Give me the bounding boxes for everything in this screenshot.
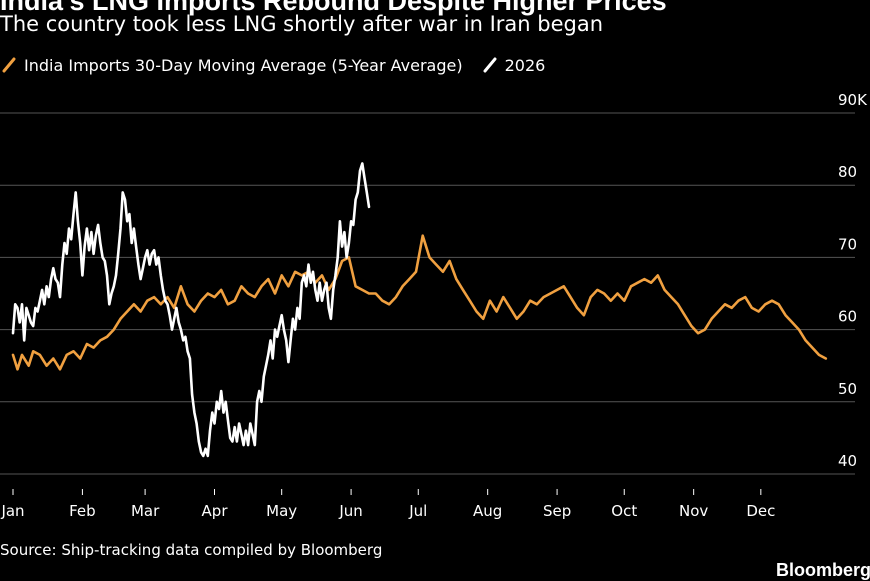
grid-lines xyxy=(0,112,855,475)
x-axis-ticks: Jan Feb Mar Apr May Jun Jul Aug Sep Oct Nov Dec xyxy=(0,489,775,520)
x-tick-label-oct: Oct xyxy=(611,502,637,520)
y-axis-tick-labels: 40 50 60 70 80 90K xyxy=(838,91,868,470)
legend-label-2026: 2026 xyxy=(504,55,546,75)
x-tick-label-jun: Jun xyxy=(338,502,362,520)
x-tick-label-may: May xyxy=(266,502,297,520)
legend-item-average: India Imports 30-Day Moving Average (5-Y… xyxy=(0,55,463,75)
legend-label-average: India Imports 30-Day Moving Average (5-Y… xyxy=(24,55,463,75)
x-tick-label-jul: Jul xyxy=(408,502,427,520)
y-tick-label-60: 60 xyxy=(838,308,857,326)
x-tick-label-feb: Feb xyxy=(69,502,96,520)
x-tick-label-sep: Sep xyxy=(543,502,571,520)
chart-legend: India Imports 30-Day Moving Average (5-Y… xyxy=(0,55,563,75)
y-tick-label-50: 50 xyxy=(838,380,857,398)
source-note: Source: Ship-tracking data compiled by B… xyxy=(0,541,383,559)
chart-subtitle: The country took less LNG shortly after … xyxy=(0,12,604,36)
legend-swatch-average xyxy=(2,57,16,73)
legend-item-2026: 2026 xyxy=(481,55,546,75)
x-tick-label-apr: Apr xyxy=(202,502,229,520)
x-tick-label-nov: Nov xyxy=(679,502,708,520)
series-line-2026 xyxy=(11,162,371,458)
series-line-5-year-average xyxy=(11,234,828,371)
x-tick-label-mar: Mar xyxy=(131,502,160,520)
line-chart: 40 50 60 70 80 90K Jan Feb Mar Apr May Jun Jul Aug Se… xyxy=(0,91,868,520)
x-tick-label-aug: Aug xyxy=(473,502,502,520)
bloomberg-logo: Bloomberg xyxy=(776,560,870,580)
y-tick-label-80: 80 xyxy=(838,163,857,181)
chart-title: India’s LNG Imports Rebound Despite High… xyxy=(0,0,667,16)
legend-swatch-2026 xyxy=(483,57,497,73)
y-tick-label-40: 40 xyxy=(838,452,857,470)
series-lines xyxy=(11,162,828,458)
x-tick-label-jan: Jan xyxy=(0,502,24,520)
x-tick-label-dec: Dec xyxy=(746,502,775,520)
y-tick-label-70: 70 xyxy=(838,235,857,253)
y-tick-label-90: 90K xyxy=(838,91,868,109)
